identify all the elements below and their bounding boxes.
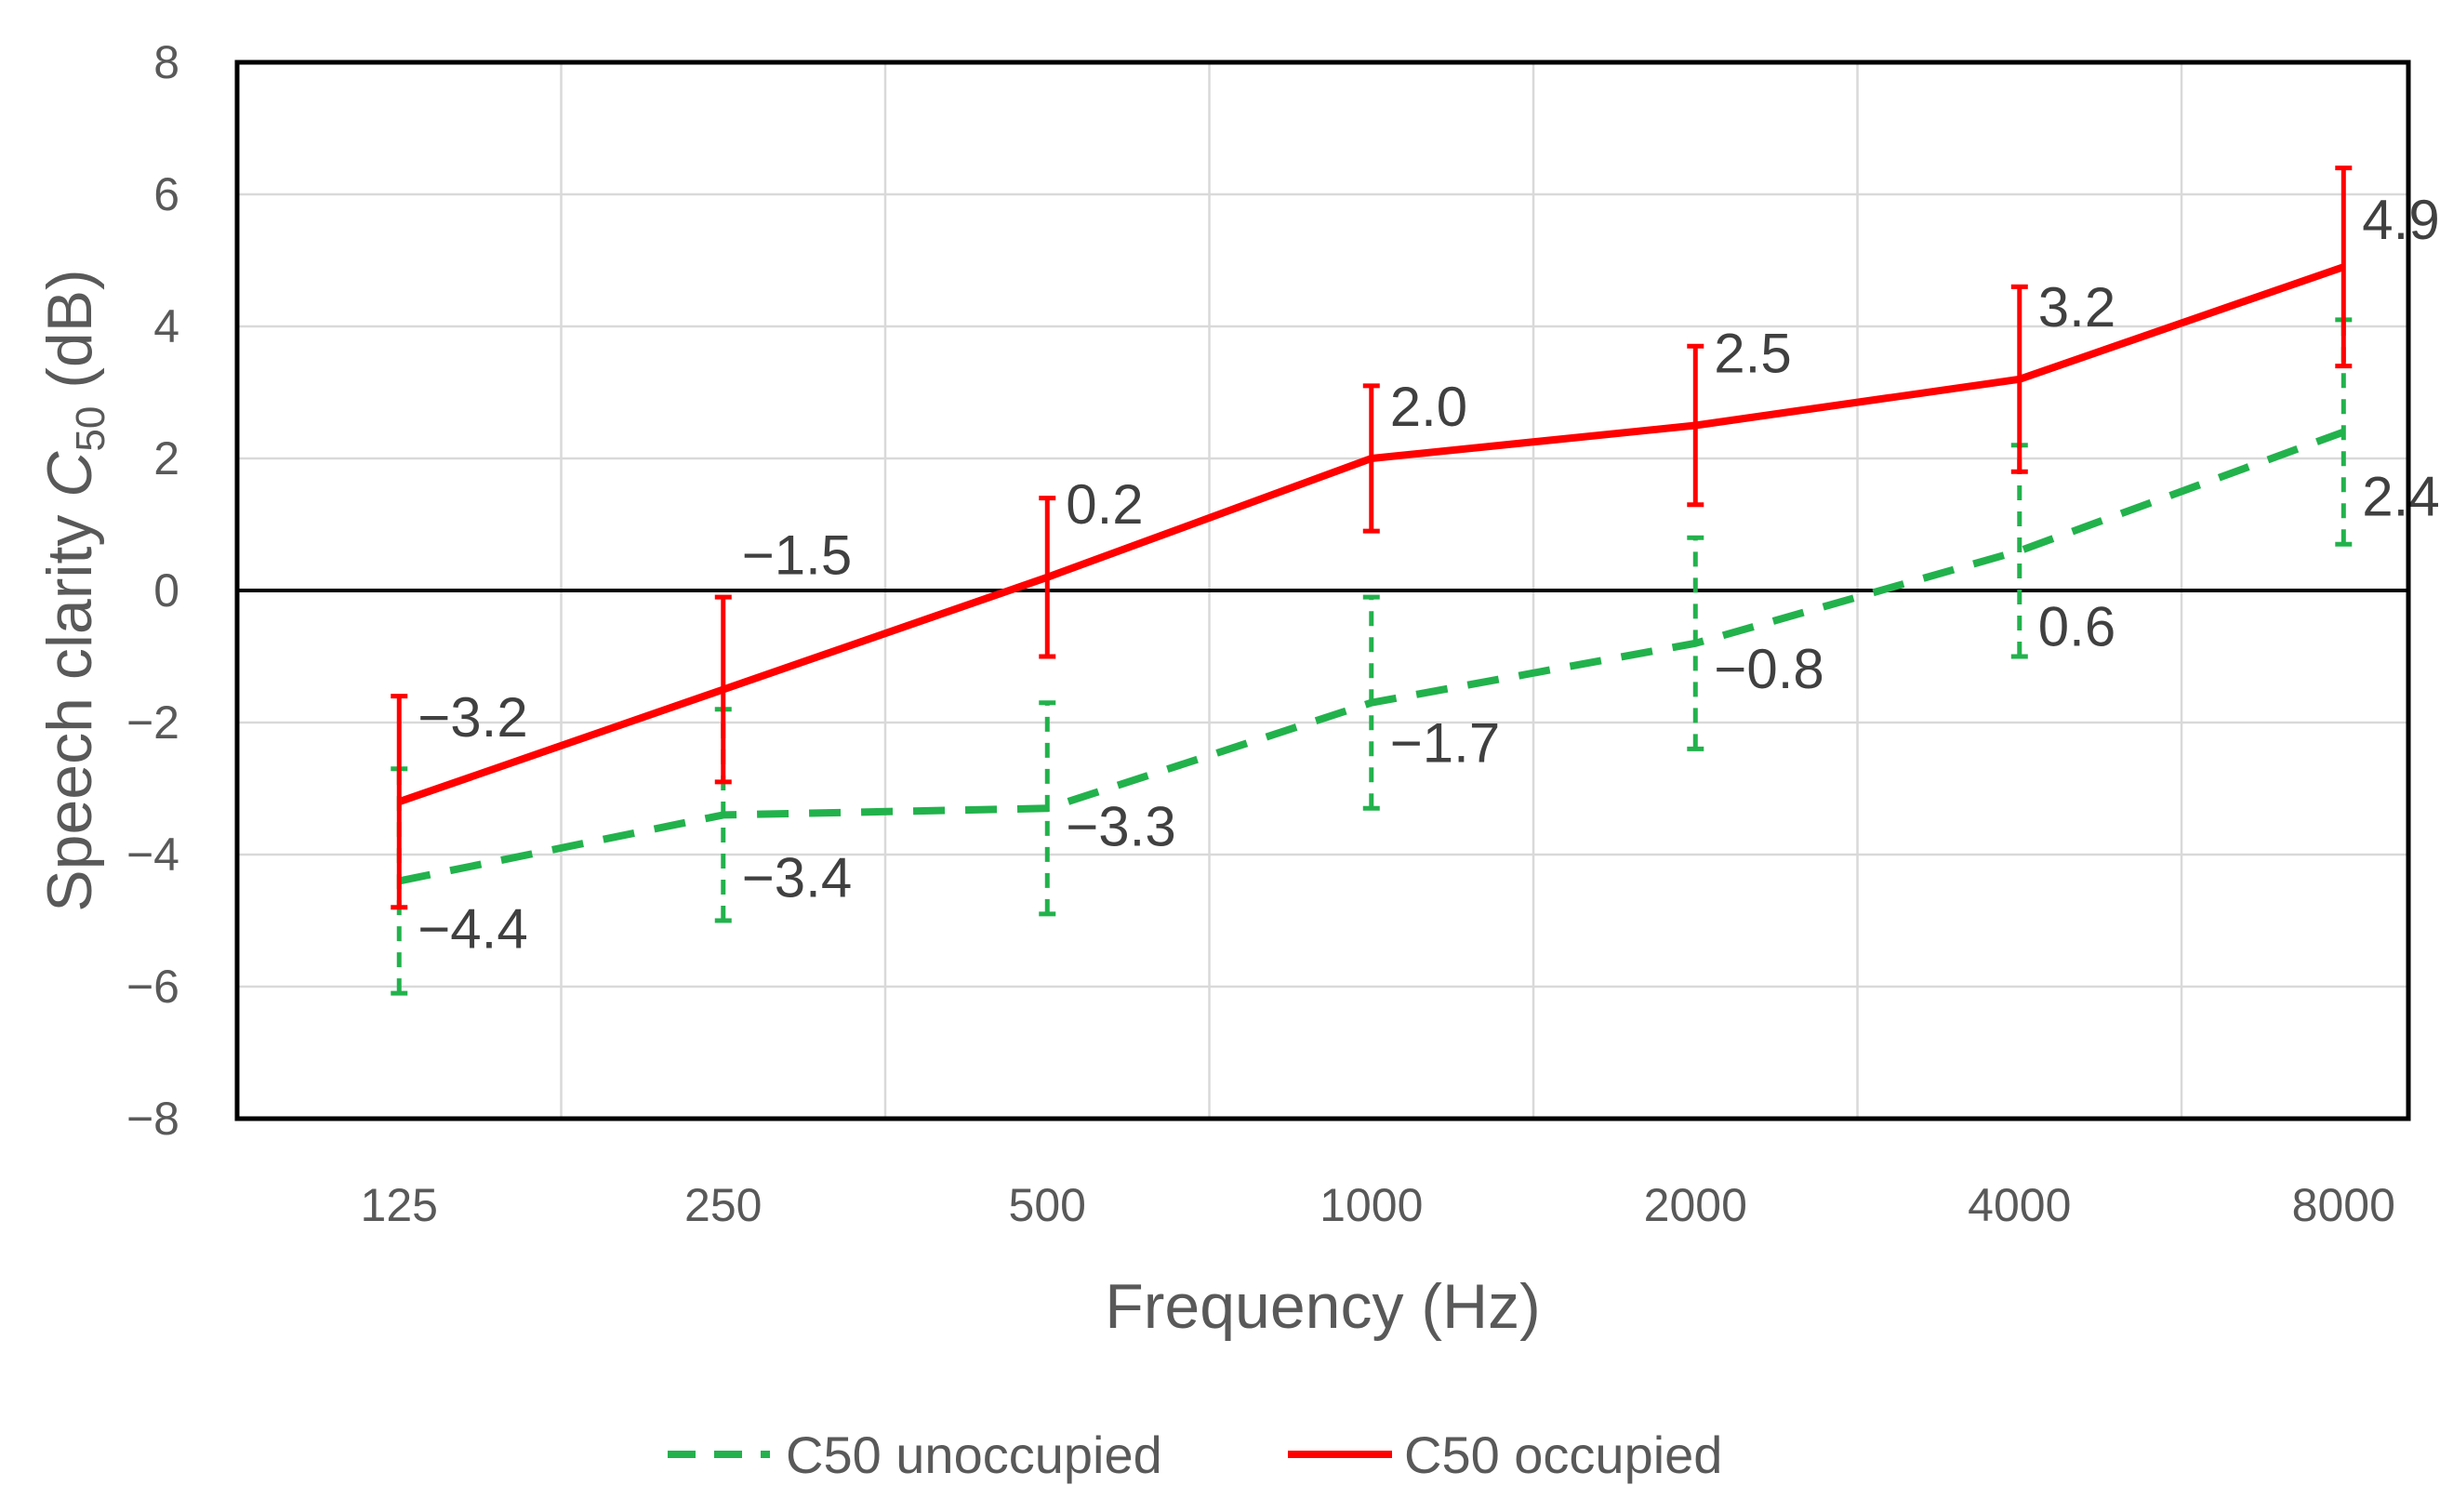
y-tick-label: 6 bbox=[153, 168, 179, 220]
y-axis-title-subscript: 50 bbox=[68, 406, 113, 452]
data-label-occupied: 2.0 bbox=[1390, 376, 1467, 438]
legend-item-unoccupied: C50 unoccupied bbox=[668, 1426, 1162, 1484]
data-label-occupied: −1.5 bbox=[742, 524, 852, 587]
data-label-unoccupied: −3.4 bbox=[742, 846, 852, 909]
data-label-unoccupied: 0.6 bbox=[2038, 595, 2115, 657]
x-axis-title: Frequency (Hz) bbox=[1105, 1271, 1541, 1342]
error-bar-occupied bbox=[1039, 496, 1056, 659]
data-label-unoccupied: −1.7 bbox=[1390, 712, 1500, 775]
plot-frame bbox=[234, 60, 2411, 1121]
error-bar-occupied bbox=[391, 694, 408, 910]
error-bar-occupied bbox=[714, 594, 732, 785]
y-tick-label: 2 bbox=[153, 432, 179, 484]
legend-label: C50 occupied bbox=[1404, 1426, 1722, 1484]
x-tick-label: 250 bbox=[684, 1179, 762, 1231]
x-tick-label: 1000 bbox=[1319, 1179, 1423, 1231]
legend-item-occupied: C50 occupied bbox=[1288, 1426, 1722, 1484]
x-tick-labels: 125 250 500 1000 2000 4000 8000 bbox=[361, 1179, 2395, 1231]
error-bar-unoccupied bbox=[1687, 535, 1704, 751]
y-axis-title-suffix: (dB) bbox=[34, 269, 105, 405]
data-label-occupied: 0.2 bbox=[1066, 473, 1143, 536]
error-bar-occupied bbox=[2335, 166, 2353, 369]
y-tick-label: −4 bbox=[126, 829, 179, 881]
x-tick-label: 8000 bbox=[2292, 1179, 2395, 1231]
error-bar-unoccupied bbox=[1039, 700, 1056, 917]
y-axis-title-symbol: C bbox=[34, 451, 105, 497]
data-label-unoccupied: −3.3 bbox=[1066, 795, 1175, 857]
y-axis-title-prefix: Speech clarity bbox=[34, 497, 105, 912]
data-label-unoccupied: 2.4 bbox=[2362, 466, 2439, 528]
error-bar-occupied bbox=[1687, 343, 1704, 508]
data-label-unoccupied: −0.8 bbox=[1714, 638, 1823, 700]
data-label-occupied: 2.5 bbox=[1714, 323, 1791, 385]
error-bar-occupied bbox=[2010, 284, 2028, 474]
y-tick-label: −2 bbox=[126, 696, 179, 749]
x-tick-label: 2000 bbox=[1644, 1179, 1747, 1231]
data-label-occupied: 4.9 bbox=[2362, 189, 2439, 251]
errorbar-layer bbox=[391, 166, 2353, 996]
data-label-layer: −4.4 −3.4 −3.3 −1.7 −0.8 0.6 2.4 −3.2 −1.5 0.2 2.0… bbox=[418, 189, 2439, 960]
y-tick-label: 8 bbox=[153, 36, 179, 88]
data-label-unoccupied: −4.4 bbox=[418, 897, 527, 960]
data-label-occupied: −3.2 bbox=[418, 686, 527, 749]
y-tick-label: 4 bbox=[153, 300, 179, 352]
y-axis-title: Speech clarity C50 (dB) bbox=[34, 269, 113, 911]
x-tick-label: 4000 bbox=[1968, 1179, 2071, 1231]
legend: C50 unoccupied C50 occupied bbox=[668, 1426, 1722, 1484]
series-layer bbox=[397, 263, 2345, 885]
data-label-occupied: 3.2 bbox=[2038, 276, 2115, 338]
error-bar-occupied bbox=[1362, 383, 1380, 534]
x-tick-label: 500 bbox=[1009, 1179, 1086, 1231]
error-bar-unoccupied bbox=[1362, 594, 1380, 811]
y-tick-label: −6 bbox=[126, 961, 179, 1013]
y-tick-label: −8 bbox=[126, 1093, 179, 1145]
y-tick-labels: 8 6 4 2 0 −2 −4 −6 −8 bbox=[126, 36, 179, 1145]
x-tick-label: 125 bbox=[361, 1179, 438, 1231]
y-tick-label: 0 bbox=[153, 564, 179, 617]
legend-label: C50 unoccupied bbox=[786, 1426, 1162, 1484]
